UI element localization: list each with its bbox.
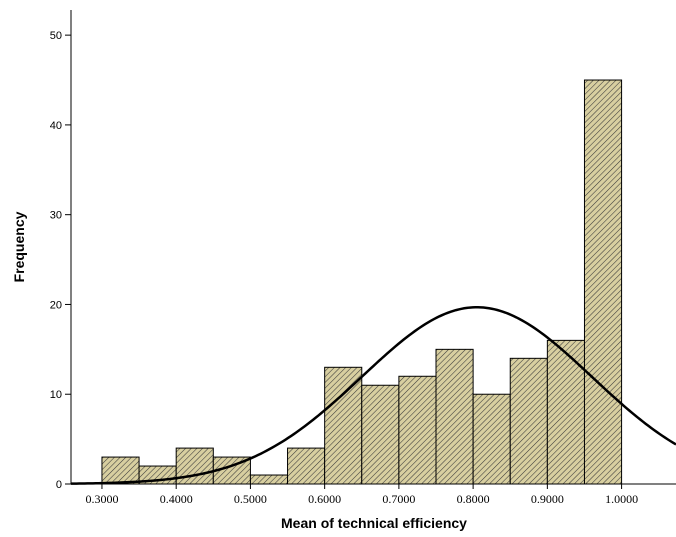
histogram-bar — [398, 375, 437, 485]
histogram-bar — [509, 357, 548, 485]
histogram-bar — [287, 447, 326, 485]
x-axis-label: Mean of technical efficiency — [281, 515, 467, 531]
y-tick-label: 50 — [50, 30, 62, 42]
y-tick-label: 40 — [50, 120, 62, 132]
histogram-bar — [435, 348, 474, 485]
x-tick-label: 0.7000 — [382, 492, 415, 506]
y-tick-label: 30 — [50, 210, 62, 222]
histogram-bar — [101, 456, 140, 485]
histogram-bar — [324, 366, 363, 485]
histogram-bar — [361, 384, 400, 485]
histogram-bar — [472, 393, 511, 485]
x-tick-label: 1.0000 — [605, 492, 638, 506]
y-tick-label: 0 — [56, 479, 62, 491]
y-tick-label: 10 — [50, 389, 62, 401]
x-tick-label: 0.3000 — [85, 492, 118, 506]
y-tick-label: 20 — [50, 299, 62, 311]
x-tick-label: 0.9000 — [531, 492, 564, 506]
y-axis-label: Frequency — [11, 211, 27, 282]
histogram-bar — [546, 339, 585, 485]
histogram-bar — [583, 79, 623, 485]
x-tick-label: 0.4000 — [160, 492, 193, 506]
normal-distribution-curve — [70, 305, 676, 485]
x-tick-label: 0.5000 — [234, 492, 267, 506]
x-tick-label: 0.6000 — [308, 492, 341, 506]
x-tick-label: 0.8000 — [457, 492, 490, 506]
histogram-bar — [249, 474, 289, 485]
